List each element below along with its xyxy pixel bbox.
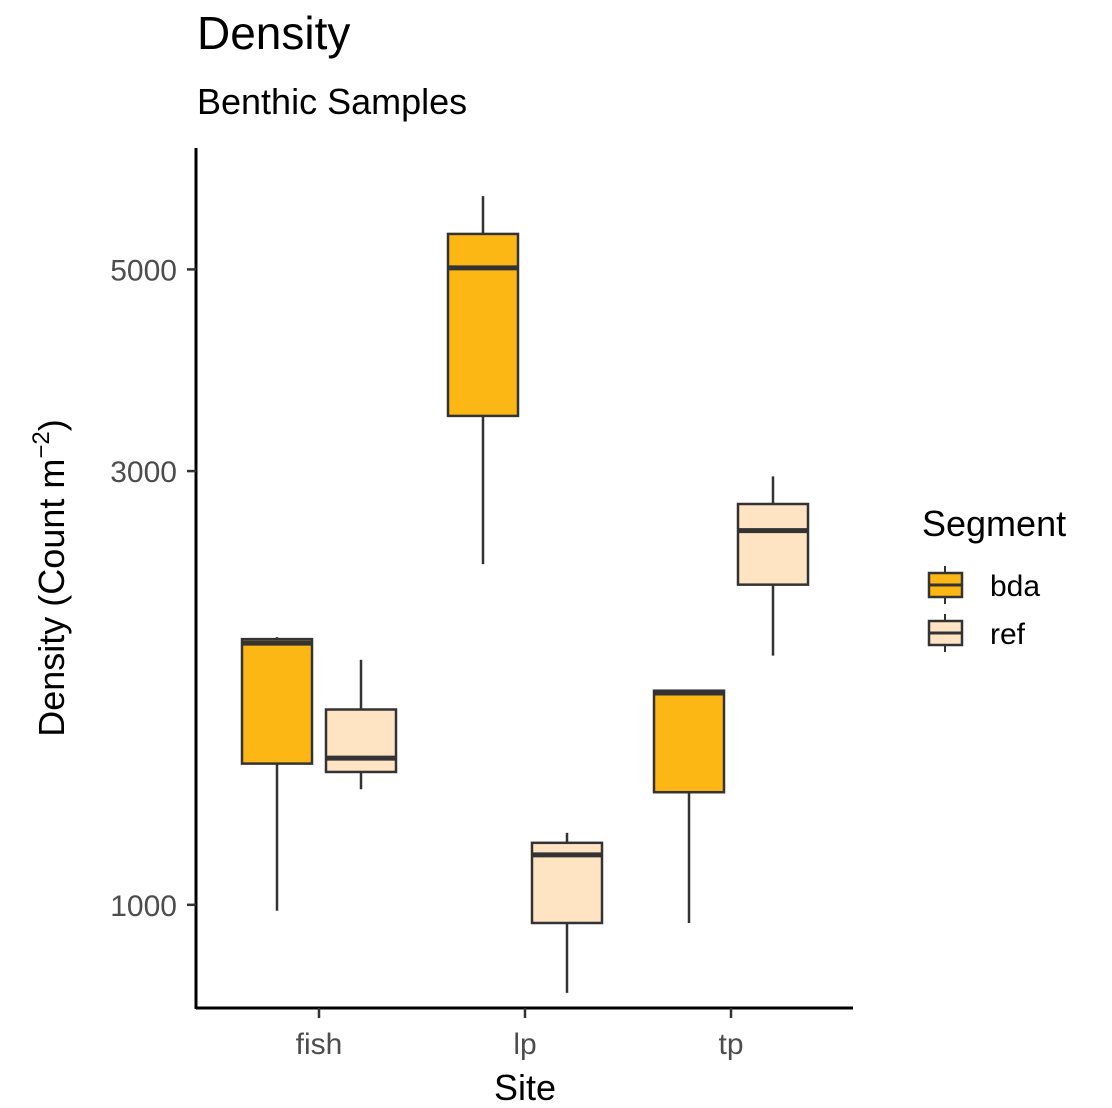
y-tick-label: 1000 — [110, 890, 177, 923]
box-iqr — [324, 708, 398, 774]
legend-title: Segment — [922, 503, 1066, 544]
y-axis-label: Density (Count m−2) — [28, 419, 72, 736]
y-axis-label-close: ) — [31, 419, 72, 431]
x-axis-ticks: fish lp tp — [296, 1008, 744, 1061]
legend-entries: bda ref — [927, 566, 1040, 652]
box-ref-fish — [324, 659, 398, 790]
y-tick-label: 5000 — [110, 254, 177, 287]
x-tick-label: tp — [718, 1028, 743, 1061]
x-axis-label: Site — [494, 1067, 556, 1108]
legend-label: ref — [990, 618, 1026, 651]
chart-subtitle: Benthic Samples — [197, 81, 467, 122]
legend: Segment bda ref — [922, 503, 1066, 652]
box-iqr — [240, 637, 314, 765]
legend-label: bda — [990, 570, 1040, 603]
chart-title: Density — [197, 7, 350, 59]
y-axis-label-superscript: −2 — [28, 431, 55, 458]
x-tick-label: lp — [513, 1028, 536, 1061]
plot-area — [240, 196, 810, 993]
y-tick-label: 3000 — [110, 456, 177, 489]
box-iqr — [736, 502, 810, 586]
legend-entry-bda: bda — [927, 566, 1040, 604]
box-bda-fish — [240, 637, 314, 911]
legend-entry-ref: ref — [927, 614, 1026, 652]
box-bda-tp — [652, 689, 726, 923]
box-iqr — [652, 689, 726, 794]
box-ref-tp — [736, 476, 810, 656]
y-axis-ticks: 1000 3000 5000 — [110, 254, 196, 923]
y-axis-label-main: Density (Count m — [31, 459, 72, 737]
box-iqr — [446, 232, 520, 418]
x-tick-label: fish — [296, 1028, 343, 1061]
box-ref-lp — [530, 832, 604, 993]
box-bda-lp — [446, 196, 520, 565]
